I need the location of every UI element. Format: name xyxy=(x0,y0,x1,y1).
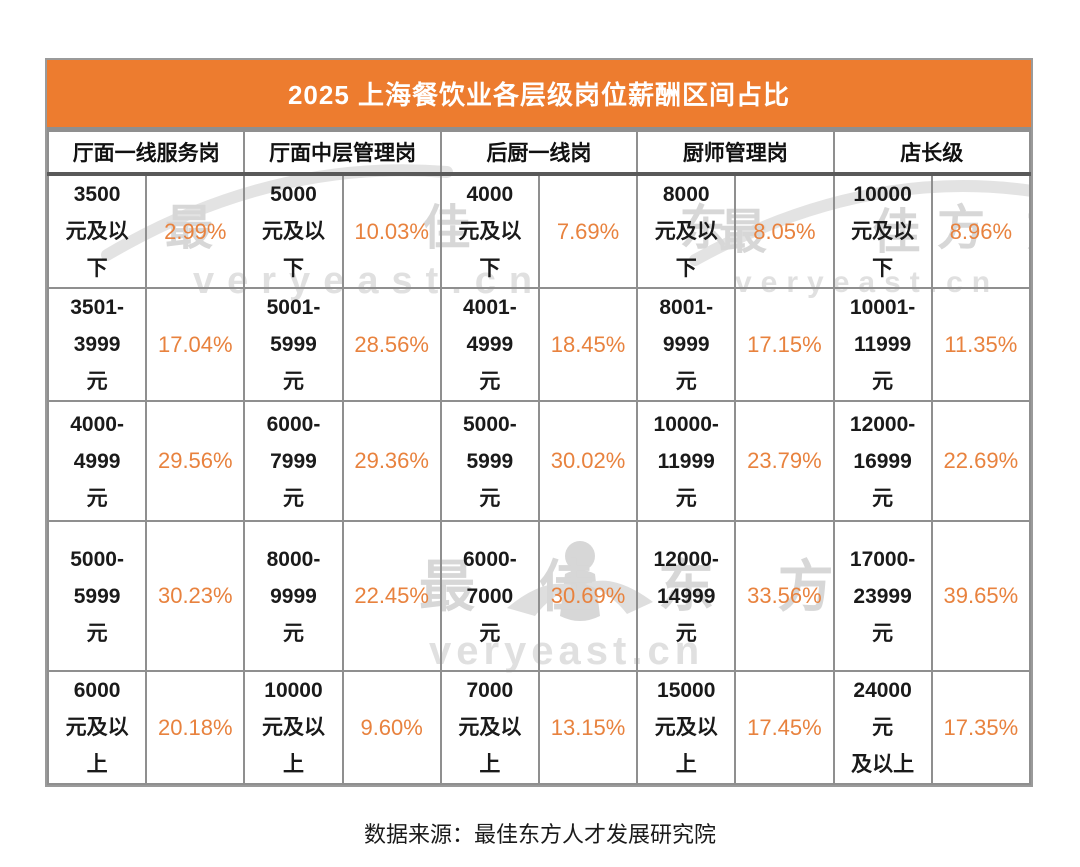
salary-range-cell: 3501- 3999 元 xyxy=(46,287,148,402)
percentage-cell: 17.15% xyxy=(734,287,835,402)
salary-range-cell: 15000 元及以 上 xyxy=(636,670,737,785)
percentage-cell: 17.35% xyxy=(930,670,1032,785)
percentage-cell: 7.69% xyxy=(537,173,639,289)
percentage-cell: 18.45% xyxy=(537,287,639,402)
percentage-cell: 13.15% xyxy=(537,670,639,785)
salary-range-cell: 10000- 11999 元 xyxy=(636,400,737,522)
percentage-cell: 8.05% xyxy=(734,173,835,289)
salary-range-cell: 3500 元及以 下 xyxy=(46,173,148,289)
salary-range-cell: 5000- 5999 元 xyxy=(46,520,148,672)
table-row: 5000- 5999 元 30.23% 8000- 9999 元 22.45% 6000… xyxy=(46,520,1032,672)
column-header-kitchen-line: 后厨一线岗 xyxy=(439,130,639,176)
percentage-cell: 33.56% xyxy=(734,520,835,672)
column-header-chef-management: 厨师管理岗 xyxy=(636,130,835,176)
percentage-cell: 20.18% xyxy=(145,670,246,785)
salary-range-cell: 8000- 9999 元 xyxy=(243,520,344,672)
percentage-cell: 2.99% xyxy=(145,173,246,289)
salary-range-cell: 12000- 16999 元 xyxy=(832,400,933,522)
salary-range-cell: 7000 元及以 上 xyxy=(439,670,540,785)
percentage-cell: 17.04% xyxy=(145,287,246,402)
table-title-bar: 2025 上海餐饮业各层级岗位薪酬区间占比 xyxy=(47,60,1031,130)
table-row: 3500 元及以 下 2.99% 5000 元及以 下 10.03% 4000 元及以 … xyxy=(46,173,1032,289)
percentage-cell: 29.36% xyxy=(341,400,442,522)
percentage-cell: 8.96% xyxy=(930,173,1032,289)
salary-table-container: 最 佳 东 方 veryeast.cn 最 佳 东 方 veryeast.cn … xyxy=(45,58,1033,787)
salary-range-cell: 5000- 5999 元 xyxy=(439,400,540,522)
percentage-cell: 11.35% xyxy=(930,287,1032,402)
salary-range-cell: 10000 元及以 下 xyxy=(832,173,933,289)
percentage-cell: 29.56% xyxy=(145,400,246,522)
salary-range-cell: 6000- 7999 元 xyxy=(243,400,344,522)
percentage-cell: 39.65% xyxy=(930,520,1032,672)
salary-range-cell: 5001- 5999 元 xyxy=(243,287,344,402)
column-header-row: 厅面一线服务岗 厅面中层管理岗 后厨一线岗 厨师管理岗 店长级 xyxy=(46,130,1031,176)
salary-range-cell: 4000- 4999 元 xyxy=(46,400,148,522)
salary-range-cell: 24000 元 及以上 xyxy=(832,670,933,785)
salary-range-cell: 10001- 11999 元 xyxy=(832,287,933,402)
salary-table-body: 3500 元及以 下 2.99% 5000 元及以 下 10.03% 4000 元及以 … xyxy=(46,173,1032,785)
salary-range-cell: 6000 元及以 上 xyxy=(46,670,148,785)
table-row: 3501- 3999 元 17.04% 5001- 5999 元 28.56% 4001… xyxy=(46,287,1032,402)
salary-range-cell: 8000 元及以 下 xyxy=(636,173,737,289)
salary-range-cell: 17000- 23999 元 xyxy=(832,520,933,672)
percentage-cell: 17.45% xyxy=(734,670,835,785)
percentage-cell: 9.60% xyxy=(341,670,442,785)
salary-range-cell: 4000 元及以 下 xyxy=(439,173,540,289)
percentage-cell: 10.03% xyxy=(341,173,442,289)
percentage-cell: 28.56% xyxy=(341,287,442,402)
data-source-note: 数据来源：最佳东方人才发展研究院 xyxy=(363,822,716,847)
table-row: 4000- 4999 元 29.56% 6000- 7999 元 29.36% 5000… xyxy=(46,400,1032,522)
salary-distribution-table: 厅面一线服务岗 厅面中层管理岗 后厨一线岗 厨师管理岗 店长级 3500 元及以… xyxy=(46,130,1032,785)
column-header-front-line-service: 厅面一线服务岗 xyxy=(46,130,246,176)
percentage-cell: 23.79% xyxy=(734,400,835,522)
column-header-store-manager: 店长级 xyxy=(832,130,1031,176)
table-title: 2025 上海餐饮业各层级岗位薪酬区间占比 xyxy=(287,80,791,110)
column-header-front-mid-management: 厅面中层管理岗 xyxy=(243,130,442,176)
salary-range-cell: 8001- 9999 元 xyxy=(636,287,737,402)
salary-range-cell: 4001- 4999 元 xyxy=(439,287,540,402)
percentage-cell: 30.23% xyxy=(145,520,246,672)
percentage-cell: 30.02% xyxy=(537,400,639,522)
salary-range-cell: 5000 元及以 下 xyxy=(243,173,344,289)
salary-range-cell: 12000- 14999 元 xyxy=(636,520,737,672)
percentage-cell: 22.69% xyxy=(930,400,1032,522)
percentage-cell: 22.45% xyxy=(341,520,442,672)
percentage-cell: 30.69% xyxy=(537,520,639,672)
salary-range-cell: 6000- 7000 元 xyxy=(439,520,540,672)
table-row: 6000 元及以 上 20.18% 10000 元及以 上 9.60% 7000 元及以… xyxy=(46,670,1032,785)
salary-range-cell: 10000 元及以 上 xyxy=(243,670,344,785)
